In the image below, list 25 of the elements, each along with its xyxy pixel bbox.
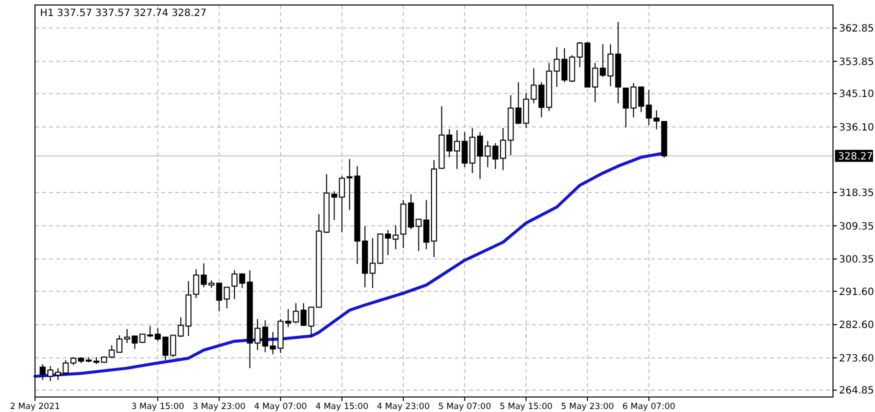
y-tick-label: 264.85 — [839, 386, 874, 397]
y-tick-label: 362.85 — [839, 24, 874, 35]
x-tick-label: 5 May 07:00 — [438, 402, 492, 412]
y-tick-label: 336.10 — [839, 122, 874, 134]
x-tick-label: 4 May 23:00 — [376, 402, 430, 412]
y-tick-label: 309.35 — [839, 221, 874, 232]
candlestick — [40, 364, 46, 381]
candlestick — [224, 286, 230, 309]
x-tick-label: 3 May 15:00 — [131, 402, 184, 412]
y-tick-label: 273.60 — [839, 353, 874, 364]
y-tick-label: 282.60 — [839, 320, 874, 332]
y-tick-label: 318.35 — [839, 188, 874, 199]
y-tick-label: 300.35 — [839, 254, 874, 266]
x-tick-label: 4 May 07:00 — [254, 402, 307, 412]
x-tick-label: 4 May 15:00 — [315, 402, 368, 412]
y-tick-label: 291.60 — [839, 286, 874, 298]
x-tick-label: 6 May 07:00 — [622, 402, 676, 412]
x-tick-label: 5 May 23:00 — [561, 402, 614, 412]
ref-line-label: 328.27 — [838, 151, 873, 162]
x-tick-label: 3 May 23:00 — [192, 402, 246, 412]
x-tick-label: 2 May 2021 — [10, 402, 60, 412]
chart-title: H1 337.57 337.57 327.74 328.27 — [40, 8, 207, 19]
x-tick-label: 5 May 15:00 — [500, 402, 553, 412]
y-tick-label: 353.85 — [839, 56, 874, 68]
y-tick-label: 345.10 — [839, 89, 874, 100]
